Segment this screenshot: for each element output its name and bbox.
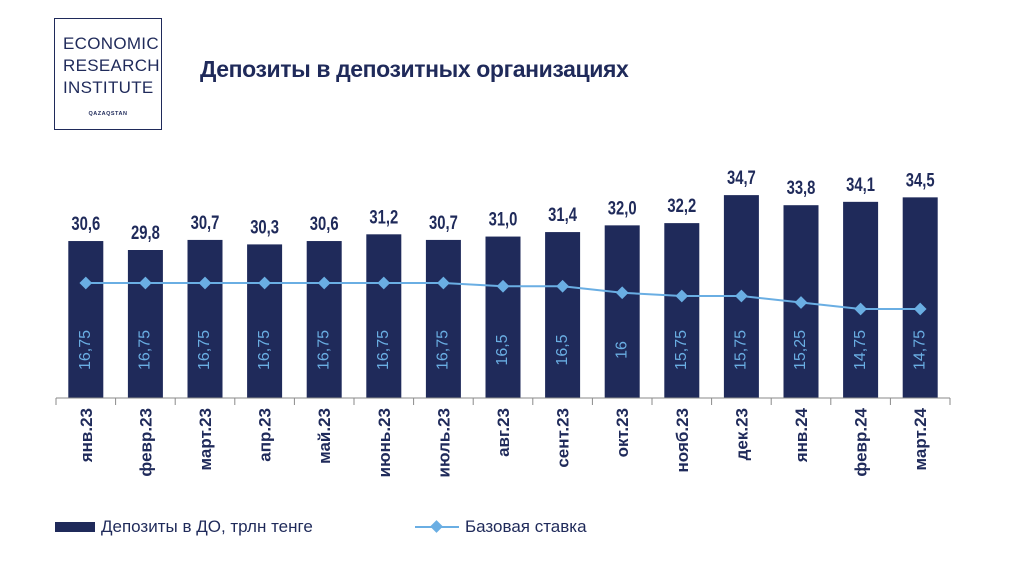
x-tick-label-2: март.23 (196, 408, 215, 470)
x-tick-label-1: февр.23 (136, 408, 155, 477)
x-tick-label-4: май.23 (315, 408, 334, 464)
x-tick-label-14: март.24 (911, 407, 930, 470)
base-rate-label-3: 16,75 (256, 330, 273, 370)
bar-label-4: 30,6 (310, 213, 339, 234)
legend-item-deposits: Депозиты в ДО, трлн тенге (55, 517, 313, 537)
base-rate-point-6 (437, 276, 450, 290)
logo-line-institute: INSTITUTE (63, 78, 154, 97)
bar-5 (366, 234, 402, 398)
base-rate-label-14: 14,75 (911, 330, 928, 370)
x-tick-label-7: авг.23 (494, 408, 513, 457)
chart-legend: Депозиты в ДО, трлн тенге Базовая ставка (55, 517, 755, 541)
bar-label-13: 34,1 (846, 174, 875, 195)
logo-line-economic: ECONOMIC (63, 34, 159, 53)
bar-1 (127, 250, 163, 398)
bar-label-3: 30,3 (250, 217, 279, 238)
base-rate-label-2: 16,75 (196, 330, 213, 370)
logo-line-research: RESEARCH (63, 56, 160, 75)
x-tick-label-6: июль.23 (434, 408, 453, 477)
legend-line-swatch (415, 521, 459, 533)
base-rate-point-0 (79, 276, 93, 290)
base-rate-label-10: 15,75 (673, 330, 690, 370)
base-rate-point-3 (258, 276, 271, 290)
bar-6 (425, 239, 461, 398)
bar-10 (664, 223, 700, 398)
x-tick-label-0: янв.23 (77, 408, 96, 463)
bar-4 (306, 241, 342, 398)
logo-subtitle: QAZAQSTAN (88, 111, 128, 117)
bar-8 (545, 232, 581, 398)
base-rate-label-9: 16 (613, 341, 630, 359)
bar-label-6: 30,7 (429, 212, 458, 233)
base-rate-label-12: 15,25 (792, 330, 809, 370)
x-tick-label-13: февр.24 (852, 407, 871, 476)
logo: ECONOMIC RESEARCH INSTITUTE QAZAQSTAN (54, 18, 162, 130)
bar-label-9: 32,0 (608, 198, 637, 219)
x-tick-label-5: июнь.23 (375, 408, 394, 477)
base-rate-label-5: 16,75 (375, 330, 392, 370)
legend-label-base-rate: Базовая ставка (465, 517, 587, 536)
x-tick-label-3: апр.23 (256, 408, 275, 462)
bar-label-7: 31,0 (489, 209, 518, 230)
bar-2 (187, 239, 223, 398)
base-rate-label-13: 14,75 (852, 330, 869, 370)
bar-7 (485, 236, 521, 398)
bar-label-11: 34,7 (727, 167, 756, 188)
base-rate-point-7 (496, 279, 510, 293)
base-rate-label-0: 16,75 (77, 330, 94, 370)
bar-3 (247, 244, 283, 398)
bar-label-1: 29,8 (131, 222, 160, 243)
base-rate-point-2 (198, 276, 212, 290)
chart-title: Депозиты в депозитных организациях (200, 56, 629, 82)
bar-label-8: 31,4 (548, 204, 577, 225)
bar-label-12: 33,8 (787, 177, 816, 198)
base-rate-label-6: 16,75 (435, 330, 452, 370)
base-rate-point-1 (139, 276, 152, 290)
x-tick-label-8: сент.23 (554, 408, 573, 468)
x-tick-label-9: окт.23 (613, 408, 632, 457)
bar-9 (604, 225, 640, 398)
base-rate-point-5 (377, 276, 391, 290)
legend-bar-swatch (55, 522, 95, 532)
bar-label-14: 34,5 (906, 170, 935, 191)
bar-label-5: 31,2 (369, 207, 398, 228)
base-rate-point-4 (317, 276, 331, 290)
legend-label-deposits: Депозиты в ДО, трлн тенге (101, 517, 313, 536)
base-rate-label-1: 16,75 (137, 330, 154, 370)
legend-item-base-rate: Базовая ставка (415, 517, 587, 537)
bar-14 (902, 197, 938, 398)
base-rate-label-11: 15,75 (733, 330, 750, 370)
base-rate-label-8: 16,5 (554, 334, 571, 365)
bar-0 (68, 241, 104, 398)
x-tick-label-12: янв.24 (792, 407, 811, 463)
bar-label-0: 30,6 (71, 213, 100, 234)
base-rate-label-7: 16,5 (494, 334, 511, 365)
x-tick-label-11: дек.23 (732, 408, 751, 460)
bar-13 (843, 201, 879, 398)
bar-label-2: 30,7 (191, 212, 220, 233)
bar-label-10: 32,2 (667, 195, 696, 216)
x-tick-label-10: нояб.23 (673, 408, 692, 472)
base-rate-label-4: 16,75 (315, 330, 332, 370)
